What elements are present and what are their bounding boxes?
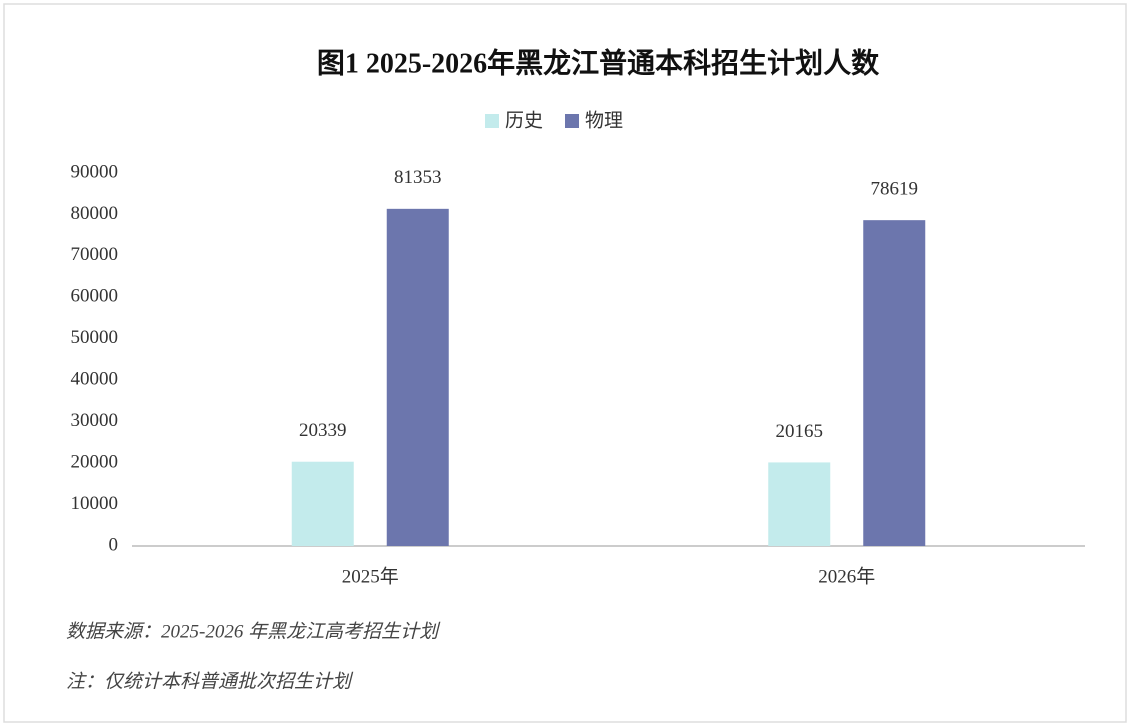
bar — [863, 220, 926, 547]
y-tick-label: 60000 — [71, 286, 119, 307]
y-tick-label: 20000 — [71, 451, 119, 472]
chart-frame — [3, 3, 1127, 723]
bar — [291, 461, 354, 546]
y-tick-label: 30000 — [71, 410, 119, 431]
y-tick-label: 50000 — [71, 327, 119, 348]
legend-swatch — [565, 114, 579, 128]
y-tick-label: 80000 — [71, 203, 119, 224]
x-tick-label: 2026年 — [818, 565, 875, 587]
legend-label: 物理 — [585, 109, 623, 131]
y-tick-label: 70000 — [71, 244, 119, 265]
legend-swatch — [485, 114, 499, 128]
x-tick-label: 2025年 — [342, 565, 399, 587]
footnote: 注：仅统计本科普通批次招生计划 — [66, 670, 354, 692]
value-label: 20339 — [299, 420, 347, 441]
legend-label: 历史 — [505, 109, 543, 131]
y-tick-label: 40000 — [71, 369, 119, 390]
value-label: 81353 — [394, 167, 442, 188]
y-tick-label: 90000 — [71, 161, 119, 182]
value-label: 78619 — [871, 179, 919, 200]
source-note: 数据来源：2025-2026 年黑龙江高考招生计划 — [66, 620, 441, 642]
y-tick-label: 0 — [109, 534, 119, 555]
bar — [386, 208, 449, 546]
value-label: 20165 — [776, 421, 824, 442]
chart-title: 图1 2025-2026年黑龙江普通本科招生计划人数 — [317, 46, 880, 79]
bar — [768, 462, 831, 546]
y-tick-label: 10000 — [71, 493, 119, 514]
